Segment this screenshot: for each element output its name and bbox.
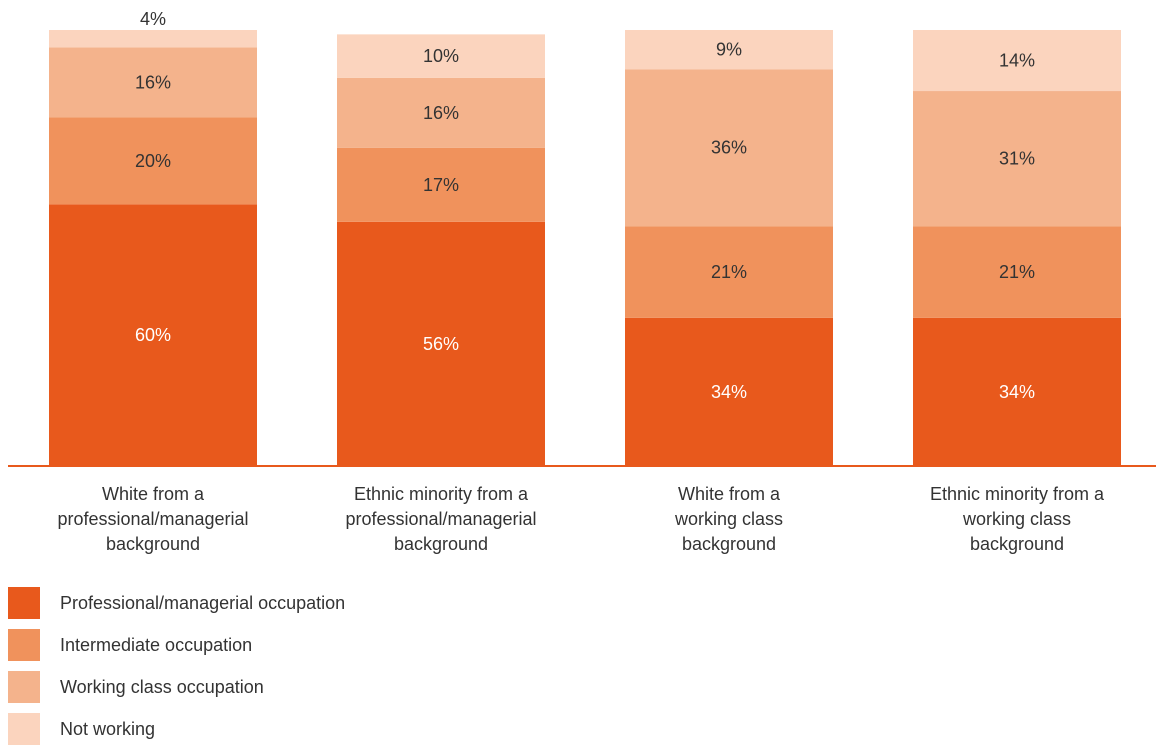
data-label: 34% [711, 382, 747, 402]
legend-swatch [8, 713, 40, 745]
bar-segment [49, 47, 257, 118]
bar-segment [913, 30, 1121, 92]
legend-item: Intermediate occupation [8, 624, 345, 666]
legend-item: Professional/managerial occupation [8, 582, 345, 624]
data-label: 10% [423, 46, 459, 66]
legend-swatch [8, 671, 40, 703]
bar-segment [337, 221, 545, 466]
legend-item: Working class occupation [8, 666, 345, 708]
data-label: 56% [423, 334, 459, 354]
bar-segment [625, 317, 833, 466]
legend-label: Not working [60, 718, 156, 739]
data-label: 34% [999, 382, 1035, 402]
bar-segment [625, 69, 833, 227]
legend-label: Intermediate occupation [60, 634, 253, 655]
category-label: White from a working class background [674, 484, 783, 554]
bar-segment [49, 117, 257, 205]
data-label: 21% [999, 262, 1035, 282]
bar-segment [625, 30, 833, 70]
data-label: 31% [999, 149, 1035, 169]
data-label: 16% [135, 72, 171, 92]
data-label: 17% [423, 175, 459, 195]
data-label: 9% [716, 40, 742, 60]
legend-swatch [8, 587, 40, 619]
bar-segment [913, 317, 1121, 466]
bar-segment [49, 204, 257, 466]
data-label: 60% [135, 325, 171, 345]
legend-label: Working class occupation [60, 676, 264, 697]
bar-segment [913, 91, 1121, 227]
data-label: 16% [423, 103, 459, 123]
bar-segment [913, 226, 1121, 318]
legend-label: Professional/managerial occupation [60, 592, 346, 613]
bar-segment [337, 147, 545, 222]
data-label: 21% [711, 262, 747, 282]
bar-segment [337, 77, 545, 148]
category-label: Ethnic minority from a professional/manag… [345, 484, 536, 554]
legend: Professional/managerial occupation Interm… [8, 582, 345, 750]
legend-item: Not working [8, 708, 345, 750]
category-label: Ethnic minority from a working class backg… [930, 484, 1105, 554]
data-label: 4% [140, 9, 166, 29]
data-label: 36% [711, 138, 747, 158]
bar-segment [625, 226, 833, 318]
legend-swatch [8, 629, 40, 661]
data-label: 14% [999, 51, 1035, 71]
stacked-bar-chart: 60% 20% 16% 4% White from a professional/mana… [8, 9, 1156, 554]
category-label: White from a professional/managerial backg… [57, 484, 248, 554]
bar-segment [337, 34, 545, 78]
bar-segment [49, 30, 257, 48]
data-label: 20% [135, 151, 171, 171]
